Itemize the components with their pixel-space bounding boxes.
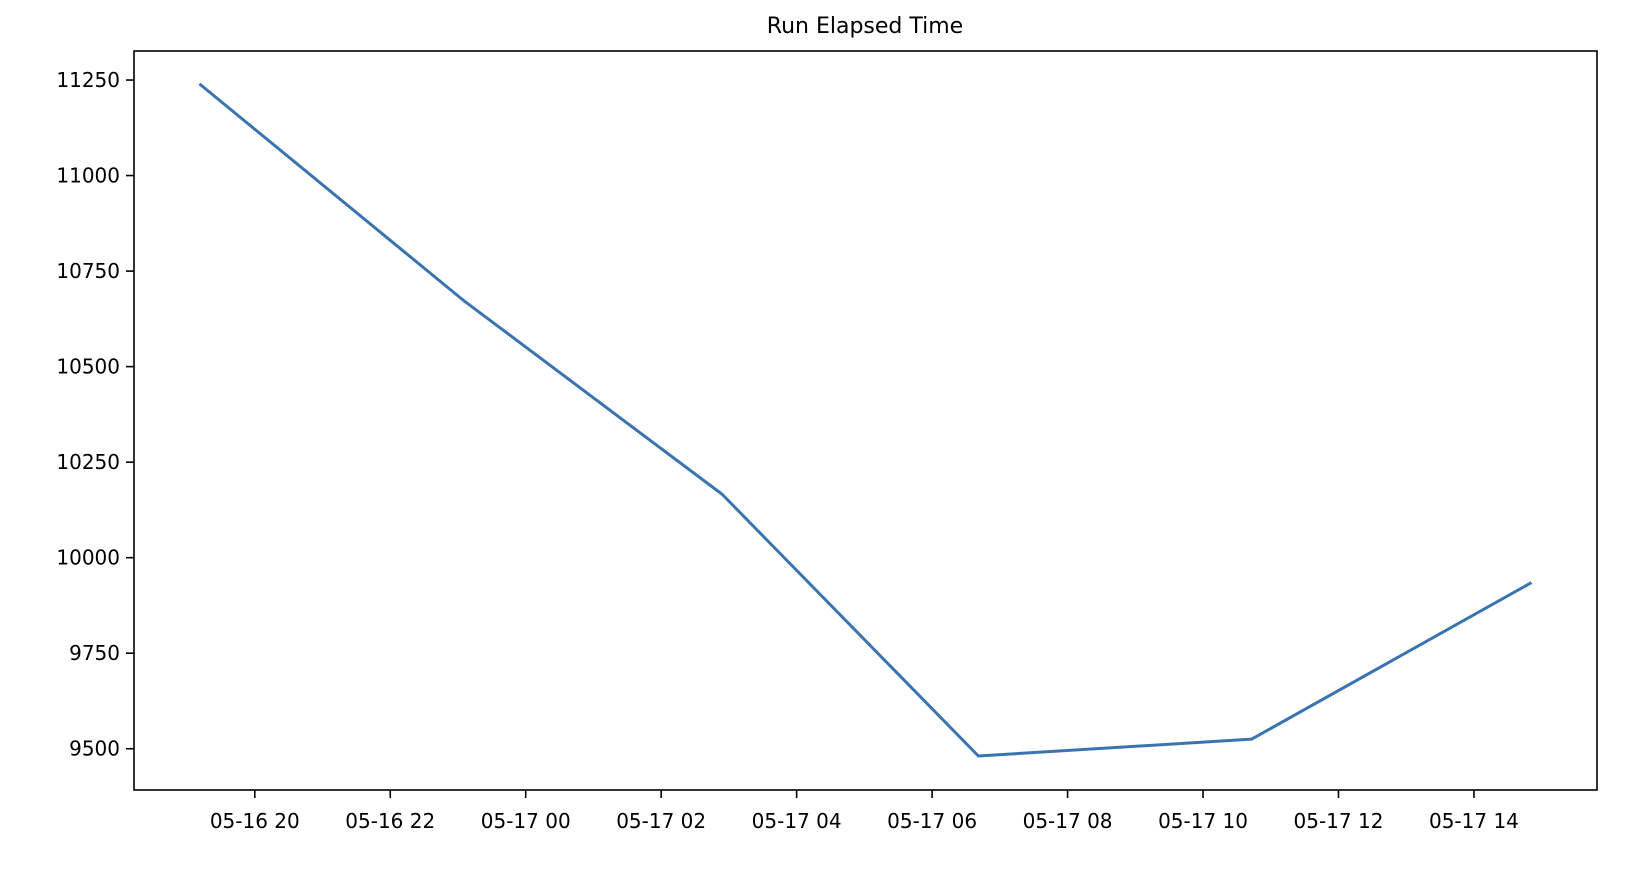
- y-tick-label: 9500: [69, 737, 120, 761]
- plot-frame: [134, 51, 1597, 790]
- y-tick-label: 10250: [56, 450, 120, 474]
- chart-title: Run Elapsed Time: [767, 14, 963, 39]
- x-tick-label: 05-17 14: [1429, 809, 1519, 833]
- y-tick-label: 10750: [56, 259, 120, 283]
- y-tick-label: 11250: [56, 68, 120, 92]
- x-tick-label: 05-17 06: [887, 809, 977, 833]
- x-tick-label: 05-17 04: [752, 809, 842, 833]
- y-tick-label: 11000: [56, 164, 120, 188]
- x-tick-label: 05-16 22: [345, 809, 435, 833]
- x-axis: 05-16 20 05-16 22 05-17 00 05-17 02 05-17 04…: [210, 790, 1519, 833]
- y-tick-label: 10500: [56, 355, 120, 379]
- y-tick-label: 9750: [69, 641, 120, 665]
- x-tick-label: 05-17 08: [1023, 809, 1113, 833]
- x-tick-label: 05-17 12: [1294, 809, 1384, 833]
- x-tick-label: 05-17 00: [481, 809, 571, 833]
- y-axis: 9500 9750 10000 10250 10500 10750 11000 11250: [56, 68, 134, 761]
- series-group: [199, 84, 1531, 756]
- x-tick-label: 05-16 20: [210, 809, 300, 833]
- x-tick-label: 05-17 02: [616, 809, 706, 833]
- x-tick-label: 05-17 10: [1158, 809, 1248, 833]
- y-tick-label: 10000: [56, 546, 120, 570]
- series-line: [199, 84, 1531, 756]
